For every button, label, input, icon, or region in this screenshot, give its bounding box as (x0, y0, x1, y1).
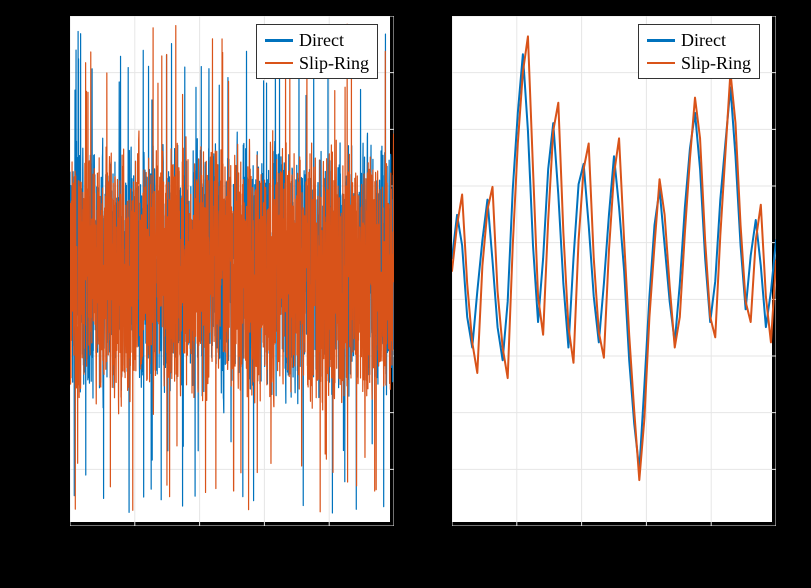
legend-label-slipring: Slip-Ring (299, 52, 369, 75)
legend-label-direct: Direct (299, 29, 344, 52)
chart-panel-right: Direct Slip-Ring (450, 14, 774, 524)
legend-right: Direct Slip-Ring (638, 24, 760, 79)
chart-svg-right (452, 16, 776, 526)
legend-item-direct: Direct (647, 29, 751, 52)
legend-item-slipring: Slip-Ring (265, 52, 369, 75)
legend-item-slipring: Slip-Ring (647, 52, 751, 75)
legend-swatch-direct (647, 39, 675, 42)
legend-label-direct: Direct (681, 29, 726, 52)
legend-item-direct: Direct (265, 29, 369, 52)
chart-svg-left (70, 16, 394, 526)
legend-swatch-slipring (265, 62, 293, 65)
legend-swatch-slipring (647, 62, 675, 65)
legend-left: Direct Slip-Ring (256, 24, 378, 79)
legend-swatch-direct (265, 39, 293, 42)
chart-panel-left: Direct Slip-Ring (68, 14, 392, 524)
legend-label-slipring: Slip-Ring (681, 52, 751, 75)
